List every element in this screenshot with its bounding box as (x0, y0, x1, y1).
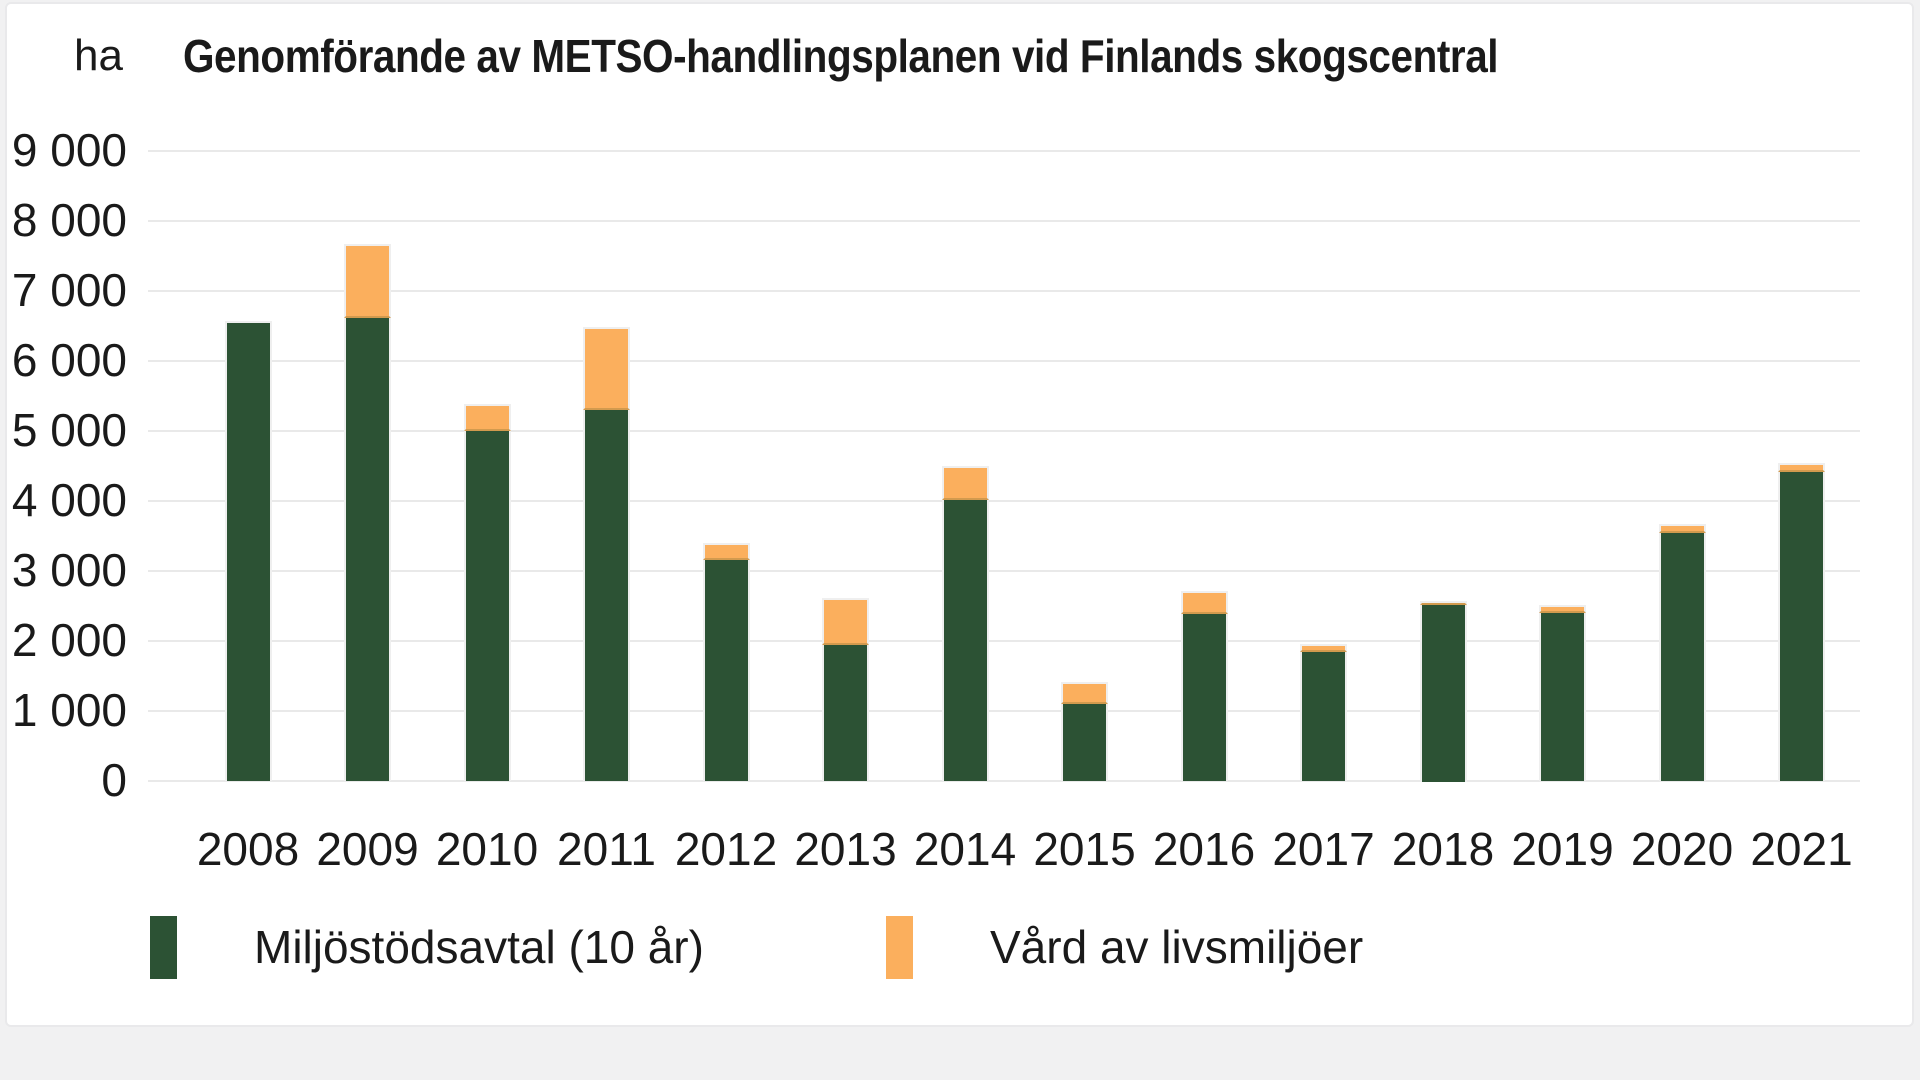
bar-2020-miljostodsavtal-segment (1658, 533, 1706, 781)
x-axis-tick-2019: 2019 (1511, 823, 1614, 875)
bar-2016 (1180, 590, 1228, 781)
bar-2013 (822, 598, 869, 781)
gridline-2000 (148, 640, 1860, 642)
bar-2012 (702, 542, 750, 781)
x-axis-tick-2015: 2015 (1033, 823, 1136, 875)
y-axis-tick-0: 0 (101, 754, 127, 806)
y-axis-tick-5000: 5 000 (11, 404, 127, 456)
gridline-1000 (148, 710, 1860, 712)
bar-2011 (583, 326, 630, 781)
bar-2008-miljostodsavtal-segment (224, 321, 272, 781)
bar-2017-miljostodsavtal-segment (1300, 651, 1347, 781)
gridline-6000 (148, 360, 1860, 362)
x-axis-tick-2016: 2016 (1152, 823, 1256, 875)
gridline-9000 (148, 150, 1860, 152)
x-axis-tick-2020: 2020 (1630, 823, 1734, 875)
bar-2016-miljostodsavtal-segment (1180, 614, 1228, 781)
y-axis-tick-4000: 4 000 (11, 474, 127, 526)
bar-2018-vard-av-livsmiljoer-segment (1419, 600, 1467, 605)
bar-2021 (1778, 462, 1825, 781)
gridline-5000 (148, 430, 1860, 432)
y-axis-tick-9000: 9 000 (11, 124, 127, 176)
bar-2013-vard-av-livsmiljoer-segment (822, 598, 869, 645)
bar-2009-miljostodsavtal-segment (344, 318, 391, 781)
bar-2015-miljostodsavtal-segment (1061, 703, 1108, 781)
bar-2009 (344, 244, 391, 781)
bar-2009-vard-av-livsmiljoer-segment (344, 244, 391, 319)
bar-2021-miljostodsavtal-segment (1778, 472, 1825, 781)
bar-2010-vard-av-livsmiljoer-segment (463, 404, 511, 431)
bar-2020 (1658, 524, 1706, 781)
bar-2014-miljostodsavtal-segment (941, 499, 989, 781)
bar-2019-miljostodsavtal-segment (1539, 612, 1586, 781)
legend-swatch-orange (886, 916, 913, 979)
x-axis-tick-2008: 2008 (196, 823, 300, 875)
x-axis-tick-2013: 2013 (794, 823, 897, 875)
legend-label-miljostodsavtal: Miljöstödsavtal (10 år) (254, 921, 704, 973)
bar-2019-vard-av-livsmiljoer-segment (1539, 604, 1586, 613)
legend: Miljöstödsavtal (10 år) Vård av livsmilj… (0, 916, 1920, 986)
bar-2017-vard-av-livsmiljoer-segment (1300, 643, 1347, 652)
bar-2013-miljostodsavtal-segment (822, 644, 869, 781)
bar-2011-miljostodsavtal-segment (583, 409, 630, 781)
bar-2021-vard-av-livsmiljoer-segment (1778, 462, 1825, 473)
bar-2016-vard-av-livsmiljoer-segment (1180, 590, 1228, 615)
bar-2015-vard-av-livsmiljoer-segment (1061, 681, 1108, 704)
bar-2018-miljostodsavtal-segment (1419, 604, 1467, 782)
bar-2018 (1419, 600, 1467, 782)
bar-2014 (941, 466, 989, 781)
x-axis-tick-2011: 2011 (557, 823, 656, 875)
gridline-7000 (148, 290, 1860, 292)
x-axis-tick-2021: 2021 (1750, 823, 1853, 875)
y-axis-tick-8000: 8 000 (11, 194, 127, 246)
y-axis-unit-label: ha (74, 31, 123, 80)
gridline-8000 (148, 220, 1860, 222)
x-axis-tick-2010: 2010 (435, 823, 539, 875)
gridline-0 (148, 780, 1860, 782)
y-axis-tick-7000: 7 000 (11, 264, 127, 316)
bar-2015 (1061, 681, 1108, 781)
bar-2014-vard-av-livsmiljoer-segment (941, 466, 989, 500)
bar-2017 (1300, 643, 1347, 781)
bar-2012-miljostodsavtal-segment (702, 560, 750, 781)
gridline-4000 (148, 500, 1860, 502)
y-axis-tick-2000: 2 000 (11, 614, 127, 666)
y-axis-tick-6000: 6 000 (11, 334, 127, 386)
chart-title: Genomförande av METSO-handlingsplanen vi… (183, 30, 1499, 82)
bar-2011-vard-av-livsmiljoer-segment (583, 326, 630, 410)
y-axis-tick-3000: 3 000 (11, 544, 127, 596)
x-axis-tick-2017: 2017 (1272, 823, 1375, 875)
bar-2008 (224, 321, 272, 781)
bar-2010-miljostodsavtal-segment (463, 430, 511, 781)
x-axis-tick-2009: 2009 (316, 823, 419, 875)
x-axis-tick-2018: 2018 (1391, 823, 1495, 875)
legend-swatch-green (150, 916, 177, 979)
x-axis-tick-2012: 2012 (674, 823, 778, 875)
bar-2019 (1539, 604, 1586, 781)
bar-2020-vard-av-livsmiljoer-segment (1658, 524, 1706, 534)
x-axis-tick-2014: 2014 (913, 823, 1017, 875)
bar-2010 (463, 404, 511, 781)
bar-2012-vard-av-livsmiljoer-segment (702, 542, 750, 561)
y-axis-tick-1000: 1 000 (11, 684, 127, 736)
gridline-3000 (148, 570, 1860, 572)
legend-label-vard-av-livsmiljoer: Vård av livsmiljöer (990, 921, 1364, 973)
